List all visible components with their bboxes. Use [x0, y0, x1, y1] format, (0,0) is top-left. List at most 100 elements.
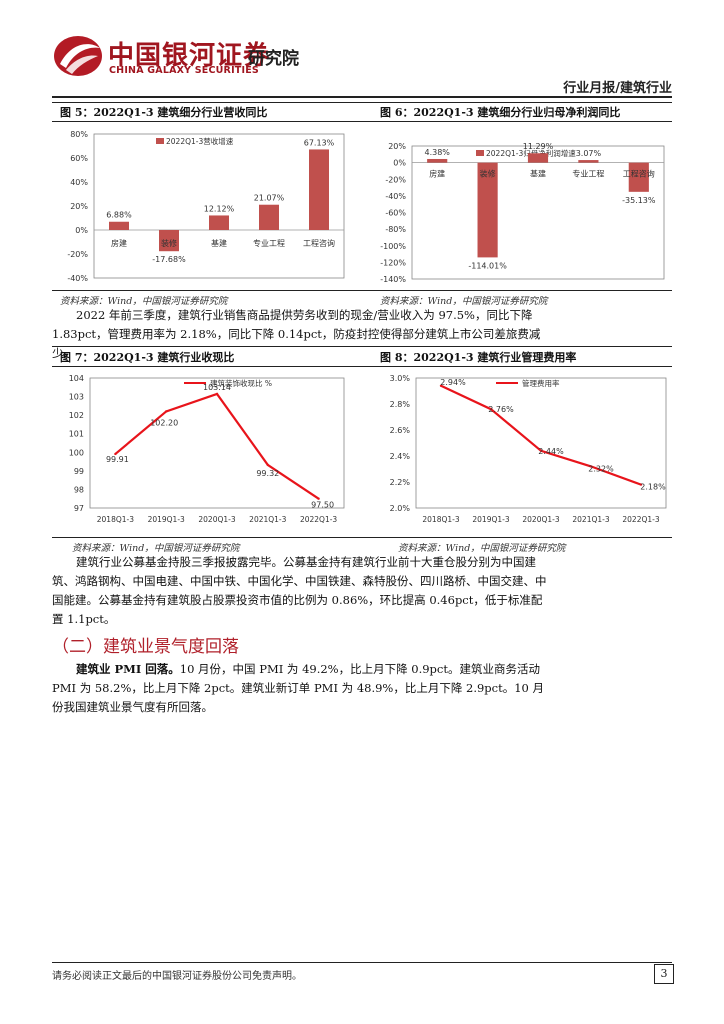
y-tick-label: 101 [69, 430, 84, 439]
page-number-box: 3 [654, 964, 674, 984]
plot-frame [411, 145, 665, 280]
figure-row-2-top-rule [52, 346, 672, 347]
y-tick-label: -80% [385, 225, 406, 234]
data-label: -114.01% [468, 261, 507, 270]
category-label: 专业工程 [253, 238, 285, 248]
data-label: -35.13% [622, 196, 656, 205]
plot-frame [93, 133, 345, 279]
plot-frame [415, 377, 667, 509]
bar [159, 230, 179, 252]
y-tick-label: 98 [74, 485, 84, 494]
fig5-title: 图 5：2022Q1-3 建筑细分行业营收同比 [60, 106, 268, 119]
fig5-chart: 80% 60% 40% 20% 0% -20% -40% 2022Q1-3营收增速 6.88% 房… [67, 130, 345, 283]
data-point [266, 463, 269, 467]
y-tick-label: 103 [69, 393, 84, 402]
data-label: 2.94% [440, 378, 466, 387]
y-tick-label: 2.2% [390, 478, 411, 487]
y-tick-label: -40% [67, 274, 88, 283]
x-tick-label: 2020Q1-3 [522, 515, 559, 524]
y-tick-label: -40% [385, 192, 406, 201]
data-label: 103.14 [203, 383, 231, 392]
y-tick-label: 20% [70, 202, 88, 211]
figure-row-2-title-rule [52, 366, 672, 367]
data-label: 2.32% [588, 464, 614, 473]
x-tick-label: 2021Q1-3 [249, 515, 286, 524]
data-label: 97.50 [311, 501, 334, 510]
category-label: 房建 [111, 238, 127, 248]
fig5-source: 资料来源：Wind，中国银河证券研究院 [60, 296, 228, 307]
figure-row-1-title-rule [52, 121, 672, 122]
category-label: 工程咨询 [623, 169, 655, 179]
data-label: 102.20 [150, 418, 178, 427]
paragraph-pmi-lead: 建筑业 PMI 回落。 [76, 662, 180, 676]
legend-label: 2022Q1-3营收增速 [166, 136, 234, 146]
data-point [165, 410, 168, 413]
data-label: 2.44% [538, 447, 564, 456]
legend-label: 2022Q1-3归母净利润增速 [486, 148, 576, 158]
data-point [439, 384, 443, 387]
category-label: 基建 [530, 169, 546, 179]
category-label: 专业工程 [572, 169, 604, 179]
data-point [215, 392, 219, 396]
y-tick-label: -20% [385, 175, 406, 184]
data-label: 99.32 [256, 469, 279, 478]
y-tick-label: 2.4% [390, 452, 411, 461]
fig7-chart: 104 103 102 101 100 99 98 97 建筑装饰收现比 % 99.91 2018Q… [69, 374, 345, 524]
paragraph-fund-holdings: 建筑行业公募基金持股三季报披露完毕。公募基金持有建筑行业前十大重仓股分别为中国建… [52, 555, 547, 626]
data-point [589, 465, 593, 468]
data-label: 12.12% [204, 204, 235, 213]
institute-label: 研究院 [248, 49, 299, 69]
y-tick-label: 0% [393, 159, 406, 168]
legend-label: 建筑装饰收现比 % [210, 378, 272, 388]
bar [527, 153, 549, 163]
data-label: 3.07% [576, 149, 602, 158]
category-label: 装修 [161, 238, 177, 248]
y-tick-label: -60% [385, 209, 406, 218]
report-type: 行业月报/建筑行业 [563, 81, 672, 96]
y-tick-label: -120% [380, 258, 406, 267]
bar [477, 162, 498, 258]
x-tick-label: 2018Q1-3 [97, 515, 134, 524]
data-point [114, 452, 117, 456]
y-tick-label: 97 [74, 504, 84, 513]
y-tick-label: 0% [75, 226, 88, 235]
legend-swatch [476, 150, 484, 156]
brand-name-cn: 中国银河证券 [108, 41, 271, 71]
fig8-title: 图 8：2022Q1-3 建筑行业管理费用率 [380, 351, 577, 364]
footer-rule [52, 962, 672, 963]
y-tick-label: 100 [69, 448, 84, 457]
header-rule [52, 96, 672, 98]
x-tick-label: 2022Q1-3 [622, 515, 659, 524]
category-label: 装修 [480, 169, 496, 179]
paragraph-pmi-body: 10 月份，中国 PMI 为 49.2%，比上月下降 0.9pct。建筑业商务活… [52, 662, 545, 714]
plot-frame [89, 377, 345, 509]
data-point [539, 449, 543, 452]
figure-row-2-bottom-rule [52, 537, 672, 538]
bar [578, 160, 599, 163]
x-tick-label: 2021Q1-3 [572, 515, 609, 524]
figure-row-1-bottom-rule [52, 290, 672, 291]
legend-swatch [156, 138, 164, 144]
fig6-source: 资料来源：Wind，中国银河证券研究院 [380, 296, 548, 307]
category-label: 工程咨询 [303, 238, 335, 248]
fig8-chart: 3.0% 2.8% 2.6% 2.4% 2.2% 2.0% 管理费用率 2.94% 2018Q1… [390, 374, 667, 524]
brand-name-en: CHINA GALAXY SECURITIES [109, 65, 259, 76]
y-tick-label: 60% [70, 154, 88, 163]
paragraph-pmi: 建筑业 PMI 回落。10 月份，中国 PMI 为 49.2%，比上月下降 0.… [52, 660, 548, 717]
figure-row-1-top-rule [52, 102, 672, 103]
x-tick-label: 2018Q1-3 [422, 515, 459, 524]
y-tick-label: -140% [380, 275, 406, 284]
bar [209, 215, 229, 230]
y-tick-label: 80% [70, 130, 88, 139]
y-tick-label: 2.8% [390, 400, 411, 409]
section-heading: （二）建筑业景气度回落 [52, 637, 239, 657]
y-tick-label: -20% [67, 250, 88, 259]
fig8-source: 资料来源：Wind，中国银河证券研究院 [398, 543, 566, 554]
data-point [639, 483, 643, 486]
y-tick-label: -100% [380, 242, 406, 251]
data-label: 99.91 [106, 455, 129, 464]
bar [109, 221, 129, 230]
x-tick-label: 2019Q1-3 [148, 515, 185, 524]
data-label: 2.18% [640, 483, 666, 492]
data-label: 4.38% [424, 148, 450, 157]
